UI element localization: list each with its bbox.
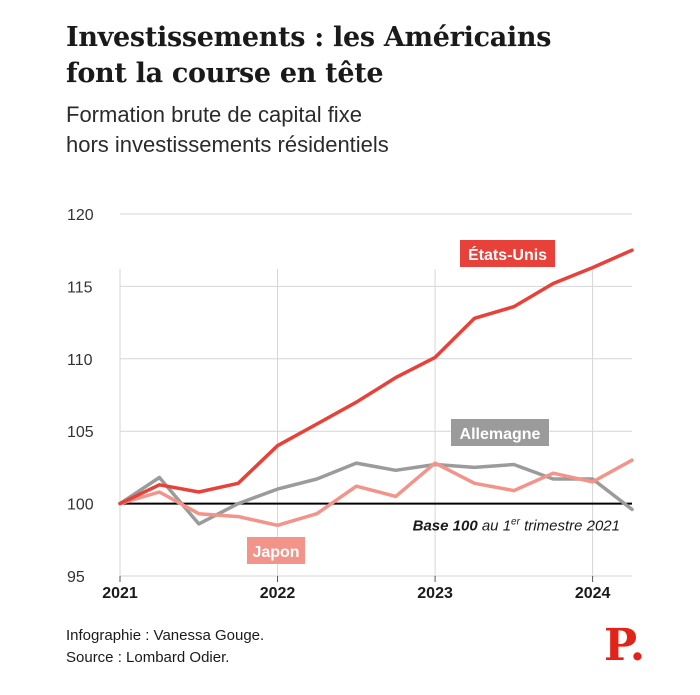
chart-title-line-2: font la course en tête (66, 58, 384, 89)
series-lines (118, 248, 634, 528)
chart-footer: Infographie : Vanessa Gouge. Source : Lo… (66, 625, 264, 669)
series-label-us: États-Unis (468, 245, 547, 264)
chart-subtitle-line-1: Formation brute de capital fixe (66, 102, 362, 127)
series-label-box-japan (247, 537, 305, 564)
chart-title: Investissements : les Américains font la… (66, 20, 626, 92)
series-label-box-germany (451, 419, 549, 446)
baseline-annotation-text: au 1 (478, 518, 511, 535)
chart-subtitle-line-2: hors investissements résidentiels (66, 132, 389, 157)
y-tick-label: 105 (67, 424, 94, 441)
credit-text: Infographie : Vanessa Gouge. (66, 627, 265, 644)
baseline-annotation-bold: Base 100 (413, 518, 479, 535)
y-tick-label: 95 (67, 569, 85, 586)
x-tick-label: 2022 (260, 585, 296, 602)
x-tick-label: 2023 (417, 585, 453, 602)
series-labels: États-Unis Allemagne Japon (247, 240, 555, 564)
chart-title-line-1: Investissements : les Américains (66, 22, 552, 53)
x-tick-label: 2024 (575, 585, 611, 602)
y-tick-label: 100 (67, 497, 94, 514)
axis-layer: 95 100 105 110 115 120 2021 2022 2023 2024 (67, 207, 632, 602)
series-line-us (118, 248, 634, 506)
series-line-japan (118, 458, 634, 528)
series-label-germany: Allemagne (460, 426, 541, 443)
y-tick-label: 115 (67, 279, 93, 296)
brand-logo: P. (604, 620, 646, 671)
x-tick-label: 2021 (102, 585, 138, 602)
baseline-annotation: Base 100 au 1er trimestre 2021 (413, 517, 620, 535)
y-tick-label: 110 (67, 352, 93, 369)
chart-subtitle: Formation brute de capital fixe hors inv… (66, 100, 626, 160)
series-label-japan: Japon (252, 544, 299, 561)
baseline-annotation-sup: er (511, 517, 521, 528)
baseline-annotation-text-end: trimestre 2021 (520, 518, 620, 535)
y-tick-label: 120 (67, 207, 94, 224)
series-label-box-us (460, 240, 555, 267)
source-text: Source : Lombard Odier. (66, 649, 230, 666)
